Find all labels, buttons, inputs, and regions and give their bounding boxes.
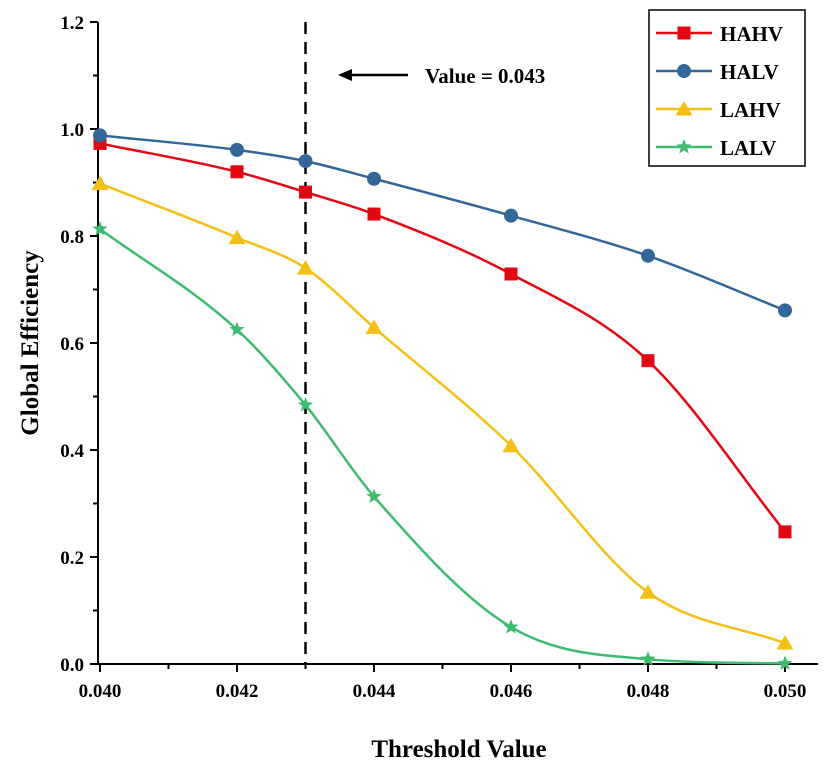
series-line-lalv — [99, 228, 786, 665]
annotation-label: Value = 0.043 — [425, 64, 545, 88]
x-tick-label: 0.048 — [627, 681, 670, 702]
series-line-lahv — [99, 182, 786, 645]
y-axis-ticks: 0.0 0.2 0.4 0.6 0.8 1.0 1.2 — [60, 13, 98, 676]
y-tick-label: 1.0 — [60, 120, 84, 141]
legend-label-lahv: LAHV — [720, 98, 781, 122]
x-tick-label: 0.042 — [216, 681, 259, 702]
x-axis-title: Threshold Value — [371, 736, 546, 763]
data-point-halv — [367, 171, 381, 186]
data-point-halv — [504, 208, 518, 223]
data-point-lahv — [297, 260, 314, 275]
data-point-lalv — [297, 397, 314, 412]
data-point-hahv — [778, 525, 792, 539]
legend-marker-halv — [677, 64, 691, 78]
data-point-hahv — [641, 354, 655, 368]
y-tick-label: 1.2 — [60, 13, 84, 34]
data-point-hahv — [230, 165, 244, 179]
data-point-lalv — [777, 655, 793, 670]
series-lahv — [91, 175, 794, 650]
legend-marker-lahv — [675, 101, 693, 116]
data-point-hahv — [367, 207, 381, 221]
y-tick-label: 0.8 — [60, 227, 84, 248]
legend-marker-hahv — [677, 26, 691, 40]
y-tick-label: 0.6 — [60, 334, 84, 355]
y-axis-title: Global Efficiency — [17, 250, 44, 436]
data-point-lalv — [640, 651, 656, 666]
data-point-halv — [298, 154, 313, 169]
data-point-lalv — [366, 488, 382, 504]
legend-label-hahv: HAHV — [720, 22, 783, 46]
legend-box — [648, 9, 806, 167]
data-point-lahv — [776, 635, 794, 650]
legend-label-lalv: LALV — [720, 136, 776, 160]
series-lalv — [92, 221, 793, 670]
data-point-hahv — [299, 185, 312, 199]
data-point-lahv — [228, 229, 246, 245]
data-point-halv — [93, 128, 107, 143]
threshold-annotation: Value = 0.043 — [304, 22, 545, 664]
y-tick-label: 0.2 — [60, 548, 84, 569]
x-axis-ticks: 0.040 0.042 0.044 0.046 0.048 0.050 — [79, 664, 807, 702]
data-point-hahv — [504, 267, 518, 281]
y-tick-label: 0.0 — [60, 655, 84, 676]
legend: HAHV HALV LAHV LALV — [648, 9, 806, 167]
data-point-lahv — [365, 319, 383, 334]
x-tick-label: 0.046 — [490, 681, 533, 702]
x-tick-label: 0.044 — [353, 681, 396, 702]
series-hahv — [93, 136, 792, 539]
data-point-halv — [641, 248, 655, 263]
data-point-halv — [230, 142, 244, 157]
data-point-lalv — [229, 321, 245, 337]
data-point-lahv — [502, 437, 520, 453]
y-tick-label: 0.4 — [60, 441, 84, 462]
legend-label-halv: HALV — [720, 60, 779, 84]
series-halv — [93, 128, 792, 318]
data-point-lalv — [92, 221, 108, 236]
series-layer — [91, 128, 794, 670]
data-point-halv — [778, 303, 792, 318]
annotation-arrowhead — [338, 69, 352, 81]
legend-marker-lalv — [676, 139, 692, 154]
x-tick-label: 0.050 — [764, 681, 807, 702]
data-point-lalv — [503, 619, 519, 634]
data-point-lahv — [639, 584, 657, 599]
series-line-hahv — [99, 142, 786, 533]
x-tick-label: 0.040 — [79, 681, 122, 702]
data-point-lahv — [91, 175, 109, 191]
